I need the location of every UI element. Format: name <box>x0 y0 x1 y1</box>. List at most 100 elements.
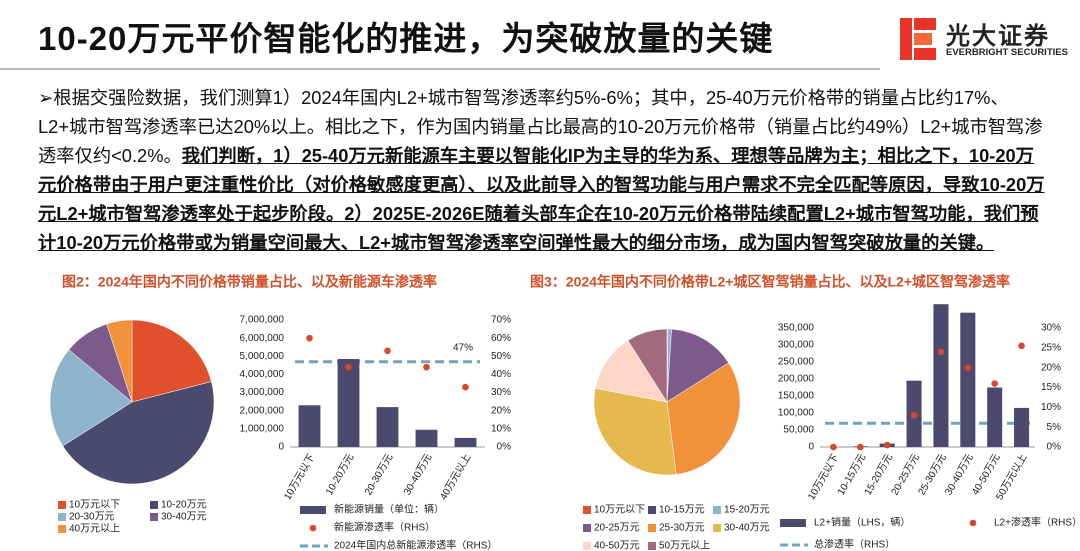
y2-tick-label: 40% <box>491 369 511 380</box>
pie-slice <box>131 319 212 403</box>
pie-slice <box>627 328 668 403</box>
y-tick-label: 5,000,000 <box>240 351 285 362</box>
y2-tick-label: 50% <box>491 351 511 362</box>
pie-slice <box>106 319 133 403</box>
y2-tick-label: 20% <box>1041 362 1061 373</box>
legend-swatch <box>713 524 721 532</box>
legend-label: 40万元以上 <box>69 523 120 535</box>
legend-swatch <box>648 524 656 532</box>
y2-tick-label: 10% <box>491 423 511 434</box>
bar <box>987 387 1003 447</box>
legend-swatch <box>58 501 66 509</box>
chart-title: 图3：2024年国内不同价格带L2+城区智驾销量占比、以及L2+城区智驾渗透率 <box>530 274 1010 290</box>
legend-swatch <box>780 519 806 527</box>
slide-title: 10-20万元平价智能化的推进，为突破放量的关键 <box>38 20 774 57</box>
y2-tick-label: 30% <box>491 387 511 398</box>
y-tick-label: 200,000 <box>778 374 815 385</box>
paragraph-intro: ➢根据交强险数据，我们测算1）2024年国内L2+城市智驾渗透率约5%-6%；其… <box>38 87 1043 166</box>
legend-label: 总渗透率（RHS） <box>814 538 895 551</box>
y-tick-label: 1,000,000 <box>240 423 285 434</box>
pie-slice <box>62 381 215 485</box>
dot <box>830 443 837 451</box>
dot <box>345 363 352 371</box>
logo: 光大证券 EVERBRIGHT SECURITIES <box>898 14 1073 64</box>
logo-en: EVERBRIGHT SECURITIES <box>946 47 1068 58</box>
y2-tick-label: 70% <box>491 315 511 326</box>
x-tick-label: 40万元以上 <box>437 452 473 502</box>
y-tick-label: 2,000,000 <box>240 405 285 416</box>
legend-swatch <box>583 524 591 532</box>
legend-label: 20-25万元 <box>594 523 640 534</box>
legend-label: 50万元以上 <box>659 540 710 551</box>
legend-label: 15-20万元 <box>724 505 770 516</box>
y2-tick-label: 5% <box>1047 422 1062 433</box>
dot <box>384 347 391 355</box>
legend-swatch <box>648 542 656 550</box>
legend-label: L2+销量（LHS，辆） <box>814 516 910 529</box>
dot <box>306 334 313 342</box>
bar <box>376 407 399 447</box>
legend-label: 10万元以下 <box>594 505 645 516</box>
legend-label: 新能源销量（单位：辆） <box>334 503 444 516</box>
y2-tick-label: 0% <box>497 442 512 453</box>
y-tick-label: 350,000 <box>778 323 815 334</box>
y-tick-label: 0 <box>808 442 814 453</box>
y-tick-label: 0 <box>278 442 284 453</box>
y-tick-label: 150,000 <box>778 391 815 402</box>
y-tick-label: 4,000,000 <box>240 369 285 380</box>
y-tick-label: 50,000 <box>783 425 814 436</box>
legend-label: 30-40万元 <box>724 523 770 534</box>
y-tick-label: 300,000 <box>778 340 815 351</box>
dot <box>423 363 430 371</box>
legend-label: L2+渗透率（RHS） <box>994 516 1080 529</box>
legend-swatch <box>969 519 977 527</box>
dot <box>991 380 998 387</box>
legend-swatch <box>58 513 66 521</box>
paragraph: ➢根据交强险数据，我们测算1）2024年国内L2+城市智驾渗透率约5%-6%；其… <box>38 83 1050 257</box>
bar <box>298 405 321 447</box>
logo-icon <box>900 18 936 60</box>
y2-tick-label: 30% <box>1041 323 1061 334</box>
dot <box>964 364 972 371</box>
x-tick-label: 10万元以下 <box>806 452 841 502</box>
legend-label: 新能源渗透率（RHS） <box>334 521 435 534</box>
legend-label: 10-15万元 <box>659 505 705 516</box>
x-tick-label: 20-30万元 <box>363 452 395 497</box>
y2-tick-label: 15% <box>1041 382 1061 393</box>
dot <box>883 441 891 449</box>
pie-slice <box>595 340 668 403</box>
y-tick-label: 250,000 <box>778 357 815 368</box>
legend-label: 25-30万元 <box>659 523 705 534</box>
dot <box>910 411 918 419</box>
legend-label: 10-20万元 <box>161 500 207 511</box>
chart-title: 图2：2024年国内不同价格带销量占比、以及新能源车渗透率 <box>62 274 437 290</box>
pie-slice <box>49 349 133 447</box>
bar <box>454 437 477 447</box>
dot <box>857 443 864 451</box>
legend-label: 10万元以下 <box>69 500 120 511</box>
legend-swatch <box>583 542 591 550</box>
x-tick-label: 10-20万元 <box>324 452 356 497</box>
y-tick-label: 3,000,000 <box>240 387 285 398</box>
legend-swatch <box>648 506 656 514</box>
logo-cn: 光大证券 <box>946 23 1050 50</box>
bar <box>337 359 360 447</box>
y-tick-label: 7,000,000 <box>240 315 285 326</box>
paragraph-emphasis: 我们判断，1）25-40万元新能源车主要以智能化IP为主导的华为系、理想等品牌为… <box>38 145 1045 253</box>
y2-tick-label: 10% <box>1041 402 1061 413</box>
y-tick-label: 100,000 <box>778 408 815 419</box>
dot <box>462 383 469 391</box>
bar <box>415 429 438 447</box>
pie-slice <box>593 388 677 476</box>
pie-slice <box>666 328 729 403</box>
legend-swatch <box>583 506 591 514</box>
reference-label: 47% <box>453 342 473 353</box>
legend-swatch <box>309 524 317 532</box>
dot <box>1018 342 1025 350</box>
y2-tick-label: 0% <box>1047 442 1062 453</box>
legend-label: 40-50万元 <box>594 541 640 551</box>
x-tick-label: 30-40万元 <box>402 452 434 497</box>
y2-tick-label: 20% <box>491 405 511 416</box>
